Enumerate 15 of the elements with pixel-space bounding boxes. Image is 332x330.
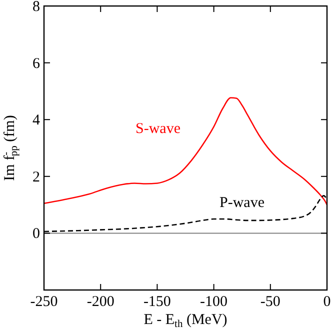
y-tick-label: 2	[32, 169, 40, 186]
series-label: S-wave	[136, 121, 181, 137]
x-tick-label: 0	[323, 294, 331, 310]
x-tick-label: -50	[260, 294, 280, 310]
series-label: P-wave	[220, 195, 265, 211]
y-tick-label: 8	[32, 0, 40, 15]
x-tick-label: -200	[86, 294, 114, 310]
x-tick-label: -100	[200, 294, 228, 310]
x-tick-label: -150	[143, 294, 171, 310]
y-tick-label: 0	[32, 226, 40, 242]
y-tick-label: 4	[32, 112, 40, 129]
x-axis-title: E - E$_{th}$ (MeV)	[144, 312, 228, 330]
x-tick-label: -250	[30, 294, 58, 310]
y-tick-label: 6	[32, 56, 40, 72]
line-series	[43, 97, 328, 206]
